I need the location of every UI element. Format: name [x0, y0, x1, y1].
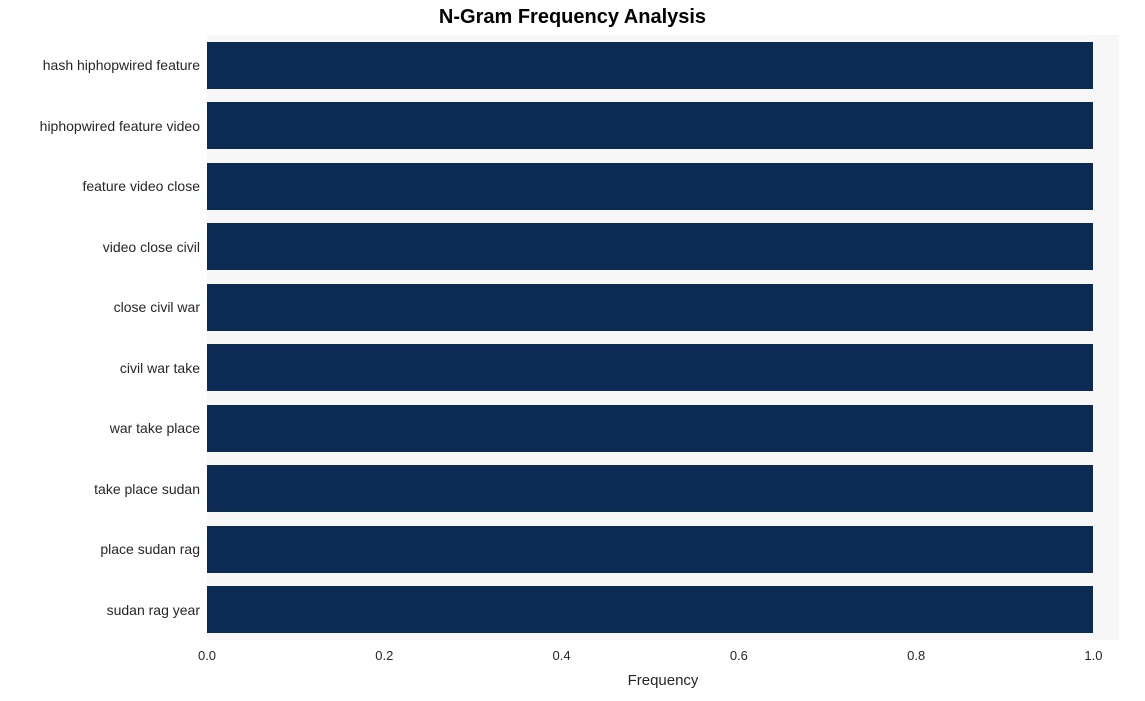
x-axis-label: Frequency — [207, 672, 1119, 689]
bar — [207, 163, 1093, 210]
x-tick-label: 0.0 — [198, 648, 216, 663]
plot-area — [207, 35, 1119, 640]
x-tick-label: 0.2 — [375, 648, 393, 663]
y-tick-label: feature video close — [0, 178, 200, 194]
y-axis-labels: hash hiphopwired feature hiphopwired feat… — [0, 35, 200, 640]
chart-container: N-Gram Frequency Analysis hash hiphopwir… — [0, 0, 1145, 701]
bar — [207, 465, 1093, 512]
y-tick-label: video close civil — [0, 239, 200, 255]
x-tick-label: 0.4 — [553, 648, 571, 663]
y-tick-label: close civil war — [0, 299, 200, 315]
bar — [207, 344, 1093, 391]
bar — [207, 284, 1093, 331]
y-tick-label: civil war take — [0, 360, 200, 376]
bar — [207, 586, 1093, 633]
y-tick-label: place sudan rag — [0, 541, 200, 557]
bar — [207, 526, 1093, 573]
y-tick-label: sudan rag year — [0, 602, 200, 618]
bar — [207, 223, 1093, 270]
bar — [207, 102, 1093, 149]
y-tick-label: hash hiphopwired feature — [0, 57, 200, 73]
chart-title: N-Gram Frequency Analysis — [0, 6, 1145, 29]
x-tick-label: 0.8 — [907, 648, 925, 663]
x-axis-ticks: 0.00.20.40.60.81.0 — [207, 648, 1119, 668]
y-tick-label: hiphopwired feature video — [0, 118, 200, 134]
y-tick-label: take place sudan — [0, 481, 200, 497]
x-tick-label: 0.6 — [730, 648, 748, 663]
bar — [207, 405, 1093, 452]
x-tick-label: 1.0 — [1084, 648, 1102, 663]
y-tick-label: war take place — [0, 420, 200, 436]
bars-layer — [207, 35, 1119, 640]
bar — [207, 42, 1093, 89]
